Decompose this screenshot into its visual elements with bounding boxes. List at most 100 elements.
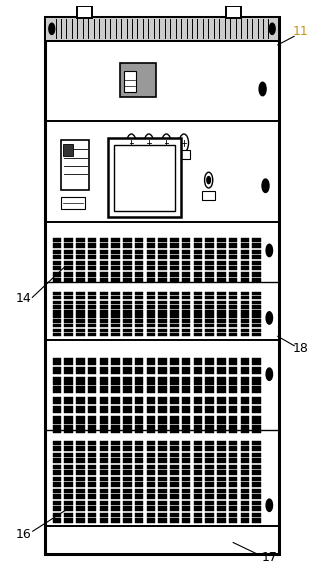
Bar: [158, 319, 167, 323]
Bar: [64, 319, 73, 323]
Bar: [205, 243, 214, 248]
Bar: [158, 272, 167, 277]
Circle shape: [266, 368, 272, 381]
Bar: [64, 333, 73, 336]
Bar: [158, 250, 167, 254]
Bar: [64, 367, 73, 374]
Bar: [76, 292, 85, 295]
Bar: [146, 358, 155, 365]
Bar: [123, 470, 132, 475]
Bar: [88, 406, 96, 413]
Bar: [240, 328, 249, 332]
Bar: [100, 305, 108, 309]
Bar: [52, 250, 61, 254]
Bar: [111, 489, 120, 494]
Bar: [193, 453, 202, 457]
Bar: [205, 238, 214, 242]
Bar: [217, 305, 226, 309]
Circle shape: [49, 23, 55, 34]
Bar: [170, 506, 179, 511]
Bar: [252, 453, 261, 457]
Bar: [111, 470, 120, 475]
Bar: [158, 397, 167, 404]
Bar: [217, 386, 226, 394]
Bar: [76, 250, 85, 254]
Bar: [182, 266, 190, 270]
Bar: [240, 250, 249, 254]
Bar: [217, 255, 226, 259]
Bar: [100, 506, 108, 511]
Bar: [205, 250, 214, 254]
Bar: [252, 310, 261, 313]
Bar: [111, 459, 120, 463]
Bar: [111, 506, 120, 511]
Bar: [64, 255, 73, 259]
Bar: [76, 367, 85, 374]
Bar: [170, 358, 179, 365]
Bar: [158, 470, 167, 475]
Bar: [158, 453, 167, 457]
Bar: [240, 470, 249, 475]
Bar: [182, 397, 190, 404]
Bar: [146, 278, 155, 282]
Bar: [64, 328, 73, 332]
Circle shape: [269, 23, 275, 34]
Bar: [170, 255, 179, 259]
Bar: [88, 315, 96, 318]
Bar: [170, 453, 179, 457]
Bar: [170, 310, 179, 313]
Bar: [64, 238, 73, 242]
Bar: [229, 272, 237, 277]
Bar: [170, 513, 179, 517]
Bar: [229, 386, 237, 394]
Bar: [252, 447, 261, 451]
Bar: [193, 250, 202, 254]
Bar: [182, 238, 190, 242]
Bar: [76, 482, 85, 487]
Bar: [76, 328, 85, 332]
Bar: [252, 494, 261, 499]
Bar: [229, 292, 237, 295]
Bar: [76, 377, 85, 385]
Bar: [158, 386, 167, 394]
Bar: [170, 459, 179, 463]
Bar: [205, 278, 214, 282]
Bar: [123, 501, 132, 505]
Bar: [229, 305, 237, 309]
Bar: [52, 465, 61, 470]
Bar: [240, 324, 249, 327]
Bar: [64, 470, 73, 475]
Bar: [229, 447, 237, 451]
Bar: [170, 243, 179, 248]
Bar: [193, 358, 202, 365]
Bar: [217, 319, 226, 323]
Bar: [193, 518, 202, 523]
Bar: [182, 518, 190, 523]
Bar: [88, 310, 96, 313]
Bar: [135, 489, 143, 494]
Bar: [88, 250, 96, 254]
Bar: [111, 319, 120, 323]
Bar: [100, 459, 108, 463]
Bar: [52, 255, 61, 259]
Bar: [146, 301, 155, 304]
Bar: [240, 333, 249, 336]
Bar: [135, 477, 143, 482]
Bar: [64, 397, 73, 404]
Bar: [52, 319, 61, 323]
Circle shape: [266, 312, 272, 324]
Bar: [229, 470, 237, 475]
Bar: [170, 477, 179, 482]
Bar: [135, 377, 143, 385]
Bar: [76, 501, 85, 505]
Bar: [193, 266, 202, 270]
Bar: [217, 470, 226, 475]
Bar: [52, 272, 61, 277]
Bar: [217, 397, 226, 404]
Bar: [52, 441, 61, 445]
Bar: [100, 301, 108, 304]
Bar: [76, 489, 85, 494]
Circle shape: [259, 82, 266, 96]
Bar: [170, 441, 179, 445]
Bar: [205, 501, 214, 505]
